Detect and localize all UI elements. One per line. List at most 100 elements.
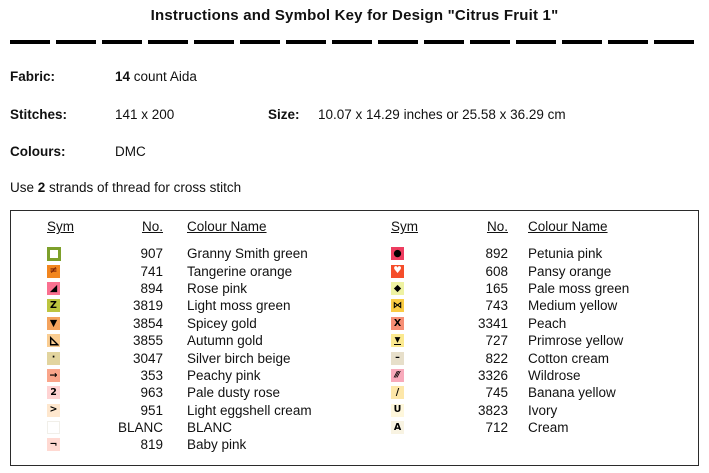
key-row-3341: X 3341 Peach (391, 315, 691, 332)
symbol-cell: /// (391, 368, 461, 382)
key-row-3854: ▼ 3854 Spicey gold (47, 315, 377, 332)
triple-slash-icon: /// (391, 368, 404, 382)
strands-suffix: strands of thread for cross stitch (45, 180, 242, 195)
filled-triangle-icon: ◢ (47, 281, 60, 295)
dash-icon: – (391, 351, 404, 365)
key-row-727: ▼ 727 Primrose yellow (391, 332, 691, 349)
triangle-bar-icon: ▼ (391, 334, 404, 348)
fabric-row: Fabric: 14 count Aida (10, 69, 197, 84)
header-sym: Sym (47, 219, 74, 234)
colour-name: Peach (528, 315, 567, 331)
key-row-712: A 712 Cream (391, 419, 691, 436)
key-row-3855: 3855 Autumn gold (47, 332, 377, 349)
symbol-cell: → (47, 368, 115, 382)
key-column-right: Sym No. Colour Name ● 892 Petunia pink ♥ 608… (391, 219, 691, 436)
fabric-label: Fabric: (10, 69, 56, 84)
letter-x-icon: X (391, 316, 404, 330)
symbol-cell: ▼ (391, 334, 461, 348)
stitches-label: Stitches: (10, 107, 68, 122)
key-row-3047: · 3047 Silver birch beige (47, 349, 377, 366)
colour-name: BLANC (187, 420, 233, 436)
thread-number: 3819 (132, 298, 163, 314)
right-arrow-icon: → (47, 368, 60, 382)
digit-2-icon: 2 (47, 386, 60, 400)
key-row-743: ⋈ 743 Medium yellow (391, 297, 691, 314)
symbol-cell: U (391, 403, 461, 417)
symbol-cell: ▼ (47, 316, 115, 330)
colour-name: Rose pink (187, 280, 248, 296)
thread-number: 745 (485, 385, 508, 401)
diamond-icon: ◆ (391, 281, 404, 295)
symbol-cell: > (47, 403, 115, 417)
thread-number: 3326 (477, 367, 508, 383)
colour-name: Wildrose (528, 367, 581, 383)
colour-name: Cotton cream (528, 350, 610, 366)
thread-number: 741 (140, 263, 163, 279)
strands-prefix: Use (10, 180, 38, 195)
key-row-BLANC: BLANC BLANC (47, 419, 377, 436)
key-row-3823: U 3823 Ivory (391, 402, 691, 419)
symbol-cell: X (391, 316, 461, 330)
colour-name: Ivory (528, 402, 558, 418)
symbol-cell: ◢ (47, 281, 115, 295)
down-triangle-icon: ▼ (47, 316, 60, 330)
header-no: No. (486, 219, 508, 234)
key-row-741: ≠ 741 Tangerine orange (47, 262, 377, 279)
colours-value: DMC (115, 144, 146, 159)
filled-circle-icon: ● (391, 247, 404, 261)
dot-icon: · (47, 351, 60, 365)
symbol-cell: ≠ (47, 264, 115, 278)
colour-name: Tangerine orange (187, 263, 293, 279)
key-row-353: → 353 Peachy pink (47, 367, 377, 384)
colours-label: Colours: (10, 144, 66, 159)
key-row-907: 907 Granny Smith green (47, 245, 377, 262)
size-value: 10.07 x 14.29 inches or 25.58 x 36.29 cm (318, 107, 566, 122)
symbol-cell: A (391, 421, 461, 435)
bowtie-icon: ⋈ (391, 299, 404, 313)
thread-number: 743 (485, 298, 508, 314)
thread-number: 963 (140, 385, 163, 401)
key-rows-left: 907 Granny Smith green ≠ 741 Tangerine orang… (47, 245, 377, 454)
colour-name: Baby pink (187, 437, 247, 453)
stitches-row: Stitches: 141 x 200 Size: 10.07 x 14.29 inc… (10, 107, 566, 122)
colour-name: Banana yellow (528, 385, 616, 401)
open-square-icon (47, 246, 61, 261)
thread-number: 3823 (477, 402, 508, 418)
fabric-value: count Aida (130, 69, 197, 84)
stitches-value: 141 x 200 (115, 107, 175, 122)
symbol-cell: ♥ (391, 264, 461, 278)
symbol-cell: · (47, 351, 115, 365)
thread-number: 727 (485, 333, 508, 349)
thread-number: 894 (140, 280, 163, 296)
header-colour-name: Colour Name (528, 219, 608, 234)
blank-swatch-icon (47, 421, 60, 435)
colour-name: Silver birch beige (187, 350, 291, 366)
colour-name: Pale moss green (528, 280, 630, 296)
key-row-819: ¬ 819 Baby pink (47, 436, 377, 453)
symbol-cell: – (391, 351, 461, 365)
colour-name: Light moss green (187, 298, 291, 314)
letter-a-icon: A (391, 421, 404, 435)
key-row-963: 2 963 Pale dusty rose (47, 384, 377, 401)
symbol-cell: ◆ (391, 281, 461, 295)
outline-triangle-icon (47, 334, 60, 348)
header-sym: Sym (391, 219, 418, 234)
thread-number: 3341 (477, 315, 508, 331)
symbol-cell: 2 (47, 386, 115, 400)
colour-name: Pale dusty rose (187, 385, 281, 401)
key-row-165: ◆ 165 Pale moss green (391, 280, 691, 297)
symbol-cell: ● (391, 247, 461, 261)
thread-number: BLANC (117, 420, 163, 436)
symbol-cell: ⋈ (391, 299, 461, 313)
thread-number: 3854 (132, 315, 163, 331)
key-header-row: Sym No. Colour Name (391, 219, 691, 245)
key-row-892: ● 892 Petunia pink (391, 245, 691, 262)
symbol-cell: / (391, 386, 461, 400)
key-row-3819: Z 3819 Light moss green (47, 297, 377, 314)
key-column-left: Sym No. Colour Name 907 Granny Smith gree… (47, 219, 377, 454)
symbol-cell (47, 334, 115, 348)
key-row-894: ◢ 894 Rose pink (47, 280, 377, 297)
key-row-608: ♥ 608 Pansy orange (391, 262, 691, 279)
slash-icon: / (391, 386, 404, 400)
colour-name: Autumn gold (187, 333, 263, 349)
